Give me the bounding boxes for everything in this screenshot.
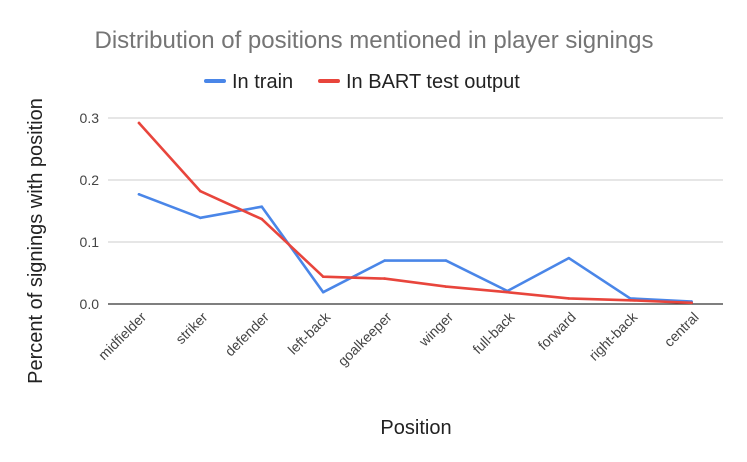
data-point bbox=[506, 290, 509, 294]
legend-label-bart: In BART test output bbox=[346, 71, 520, 93]
y-tick-labels: 0.0 0.1 0.2 0.3 bbox=[80, 110, 100, 312]
y-axis-title: Percent of signings with position bbox=[25, 98, 47, 384]
y-tick-label: 0.2 bbox=[80, 172, 100, 188]
x-tick-label: central bbox=[661, 309, 702, 350]
data-point bbox=[690, 301, 693, 305]
data-point bbox=[567, 256, 571, 260]
x-tick-label: right-back bbox=[586, 308, 641, 363]
x-tick-label: defender bbox=[222, 309, 273, 360]
data-point bbox=[444, 259, 448, 262]
chart-title: Distribution of positions mentioned in p… bbox=[95, 27, 654, 54]
series-lines bbox=[137, 121, 693, 305]
data-point bbox=[199, 189, 202, 193]
series-line-0 bbox=[137, 193, 693, 303]
x-tick-label: left-back bbox=[285, 308, 334, 357]
data-point bbox=[260, 217, 264, 221]
data-point bbox=[260, 205, 264, 208]
y-tick-label: 0.1 bbox=[80, 234, 100, 250]
data-point bbox=[137, 121, 141, 125]
data-point bbox=[321, 290, 325, 294]
y-tick-label: 0.3 bbox=[80, 110, 100, 126]
data-point bbox=[383, 277, 386, 280]
x-axis-title: Position bbox=[380, 417, 451, 439]
x-tick-label: winger bbox=[415, 309, 456, 350]
x-tick-label: midfielder bbox=[95, 309, 149, 363]
gridlines bbox=[108, 117, 723, 305]
data-point bbox=[628, 298, 632, 302]
data-point bbox=[137, 192, 141, 196]
y-tick-label: 0.0 bbox=[80, 296, 100, 312]
x-tick-label: forward bbox=[535, 309, 579, 353]
data-point bbox=[321, 275, 325, 279]
data-point bbox=[567, 297, 571, 300]
x-tick-label: striker bbox=[172, 309, 211, 348]
data-point bbox=[444, 285, 448, 288]
x-tick-labels: midfielder striker defender left-back goalke… bbox=[95, 308, 702, 369]
legend-label-train: In train bbox=[232, 71, 293, 93]
series-line-1 bbox=[137, 121, 693, 305]
data-point bbox=[199, 216, 202, 220]
legend: In train In BART test output bbox=[204, 71, 520, 93]
x-tick-label: full-back bbox=[469, 308, 518, 357]
x-tick-label: goalkeeper bbox=[334, 309, 395, 370]
data-point bbox=[383, 259, 386, 262]
